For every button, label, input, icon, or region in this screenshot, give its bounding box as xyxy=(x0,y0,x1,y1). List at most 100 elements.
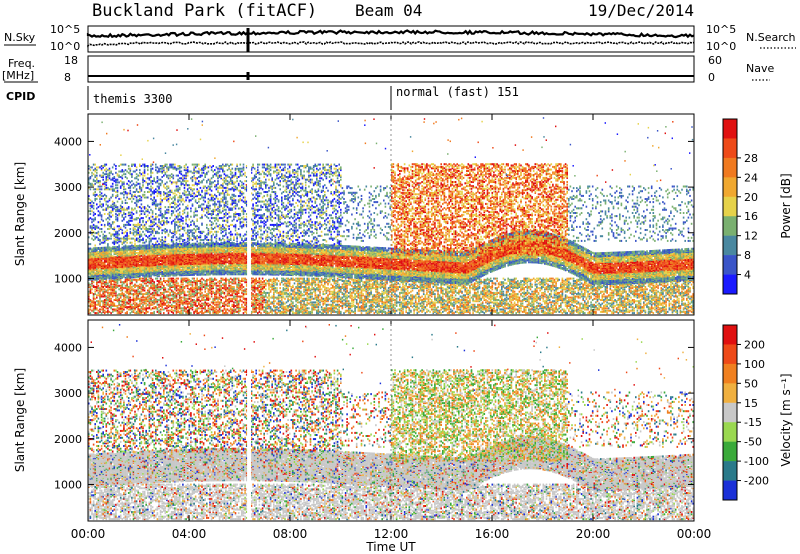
heatmap-cell xyxy=(88,202,90,204)
heatmap-cell xyxy=(105,167,108,170)
heatmap-cell xyxy=(177,289,179,292)
heatmap-cell xyxy=(182,301,184,304)
heatmap-cell xyxy=(111,221,114,224)
heatmap-cell xyxy=(89,199,92,202)
heatmap-cell xyxy=(135,230,138,233)
heatmap-cell xyxy=(137,244,139,247)
heatmap-cell xyxy=(209,288,211,291)
heatmap-cell xyxy=(172,167,175,170)
heatmap-cell xyxy=(108,305,111,307)
heatmap-cell xyxy=(207,213,210,215)
heatmap-cell xyxy=(170,244,173,247)
heatmap-cell xyxy=(94,266,96,269)
heatmap-cell xyxy=(178,297,181,300)
heatmap-cell xyxy=(140,280,143,282)
heatmap-cell xyxy=(158,294,160,297)
heatmap-cell xyxy=(124,251,127,254)
heatmap-cell xyxy=(177,167,179,170)
heatmap-cell xyxy=(94,302,96,305)
heatmap-cell xyxy=(158,310,160,313)
heatmap-cell xyxy=(148,291,151,294)
heatmap-cell xyxy=(174,269,176,272)
heatmap-cell xyxy=(143,282,146,285)
heatmap-cell xyxy=(99,310,101,313)
heatmap-cell xyxy=(88,282,90,285)
heatmap-cell xyxy=(123,245,125,248)
heatmap-cell xyxy=(148,252,151,255)
heatmap-cell xyxy=(143,180,146,183)
heatmap-cell xyxy=(164,302,167,305)
heatmap-cell xyxy=(97,210,100,213)
heatmap-cell xyxy=(191,239,194,241)
heatmap-cell xyxy=(201,203,203,206)
heatmap-cell xyxy=(159,170,162,173)
heatmap-cell xyxy=(201,189,203,192)
heatmap-cell xyxy=(96,261,98,264)
heatmap-cell xyxy=(156,230,159,233)
heatmap-cell xyxy=(110,286,112,288)
heatmap-cell xyxy=(182,286,184,288)
heatmap-cell xyxy=(88,195,90,198)
heatmap-cell xyxy=(167,305,170,307)
heatmap-cell xyxy=(124,284,127,287)
heatmap-cell xyxy=(150,280,152,282)
heatmap-cell xyxy=(103,260,106,263)
heatmap-cell xyxy=(143,170,146,173)
heatmap-cell xyxy=(158,283,160,286)
heatmap-cell xyxy=(103,193,106,196)
heatmap-cell xyxy=(107,257,109,260)
heatmap-cell xyxy=(198,192,200,195)
heatmap-cell xyxy=(207,204,210,207)
heatmap-cell xyxy=(126,233,128,236)
heatmap-cell xyxy=(180,277,183,280)
heatmap-cell xyxy=(206,302,208,305)
heatmap-cell xyxy=(196,287,198,290)
heatmap-cell xyxy=(172,230,175,233)
heatmap-cell xyxy=(169,230,171,233)
heatmap-cell xyxy=(207,294,210,297)
heatmap-cell xyxy=(167,234,170,237)
heatmap-cell xyxy=(175,302,178,305)
heatmap-cell xyxy=(163,215,165,218)
heatmap-cell xyxy=(207,192,210,195)
heatmap-cell xyxy=(96,203,98,206)
heatmap-cell xyxy=(185,163,187,166)
heatmap-cell xyxy=(88,171,90,174)
heatmap-cell xyxy=(150,257,152,260)
heatmap-cell xyxy=(183,258,186,261)
heatmap-cell xyxy=(124,244,127,247)
heatmap-cell xyxy=(111,289,114,292)
heatmap-cell xyxy=(161,232,163,235)
heatmap-cell xyxy=(137,293,139,296)
heatmap-cell xyxy=(113,308,116,311)
heatmap-cell xyxy=(119,210,122,213)
heatmap-cell xyxy=(148,246,151,249)
heatmap-cell xyxy=(123,207,125,210)
heatmap-cell xyxy=(139,287,141,290)
heatmap-cell xyxy=(108,295,111,298)
heatmap-cell xyxy=(113,246,116,249)
heatmap-cell xyxy=(103,306,106,309)
heatmap-cell xyxy=(145,309,147,312)
heatmap-cell xyxy=(172,177,175,180)
heatmap-cell xyxy=(115,218,117,221)
heatmap-cell xyxy=(118,213,120,215)
heatmap-cell xyxy=(204,301,206,304)
heatmap-cell xyxy=(158,257,160,259)
heatmap-cell xyxy=(183,269,186,272)
heatmap-cell xyxy=(169,248,171,251)
heatmap-cell xyxy=(185,180,187,183)
heatmap-cell xyxy=(148,263,151,266)
heatmap-cell xyxy=(178,305,181,307)
heatmap-cell xyxy=(150,263,152,266)
heatmap-cell xyxy=(129,189,132,192)
heatmap-cell xyxy=(178,254,181,257)
heatmap-cell xyxy=(115,210,117,213)
heatmap-cell xyxy=(207,288,210,291)
heatmap-cell xyxy=(170,289,173,292)
heatmap-cell xyxy=(145,291,147,294)
heatmap-cell xyxy=(201,299,203,301)
heatmap-cell xyxy=(97,188,100,191)
heatmap-cell xyxy=(110,289,112,292)
heatmap-cell xyxy=(118,174,120,177)
